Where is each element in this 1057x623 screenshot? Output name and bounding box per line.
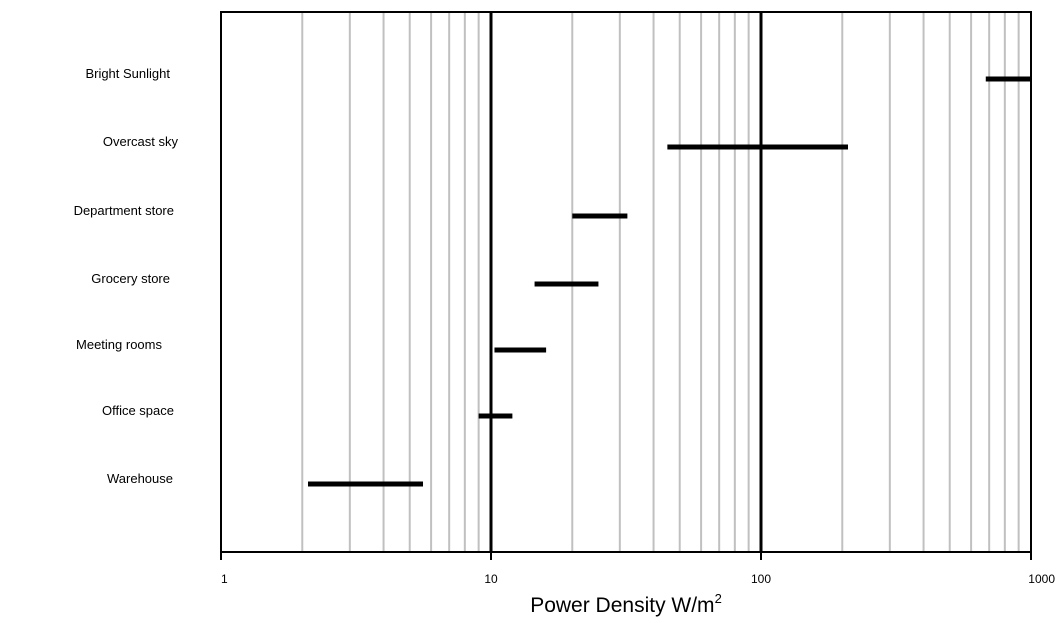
x-tick-label: 1	[221, 572, 228, 586]
x-axis-ticks: 1 10 100 1000	[220, 552, 1055, 586]
x-tick-label: 1000	[1028, 572, 1055, 586]
grid-lines	[301, 12, 1020, 552]
category-label: Meeting rooms	[76, 337, 162, 352]
category-labels: Bright Sunlight Overcast sky Department st…	[74, 66, 179, 486]
category-label: Department store	[74, 203, 174, 218]
category-label: Overcast sky	[103, 134, 179, 149]
x-axis-title-text: Power Density W/m	[530, 594, 714, 617]
x-tick-label: 100	[751, 572, 771, 586]
x-axis-title: Power Density W/m2	[530, 591, 722, 617]
x-axis-title-superscript: 2	[715, 591, 722, 606]
plot-frame	[220, 11, 1032, 553]
category-label: Office space	[102, 403, 174, 418]
bars	[307, 76, 1031, 487]
category-label: Bright Sunlight	[85, 66, 170, 81]
category-label: Warehouse	[107, 471, 173, 486]
category-label: Grocery store	[91, 271, 170, 286]
x-tick-label: 10	[484, 572, 498, 586]
